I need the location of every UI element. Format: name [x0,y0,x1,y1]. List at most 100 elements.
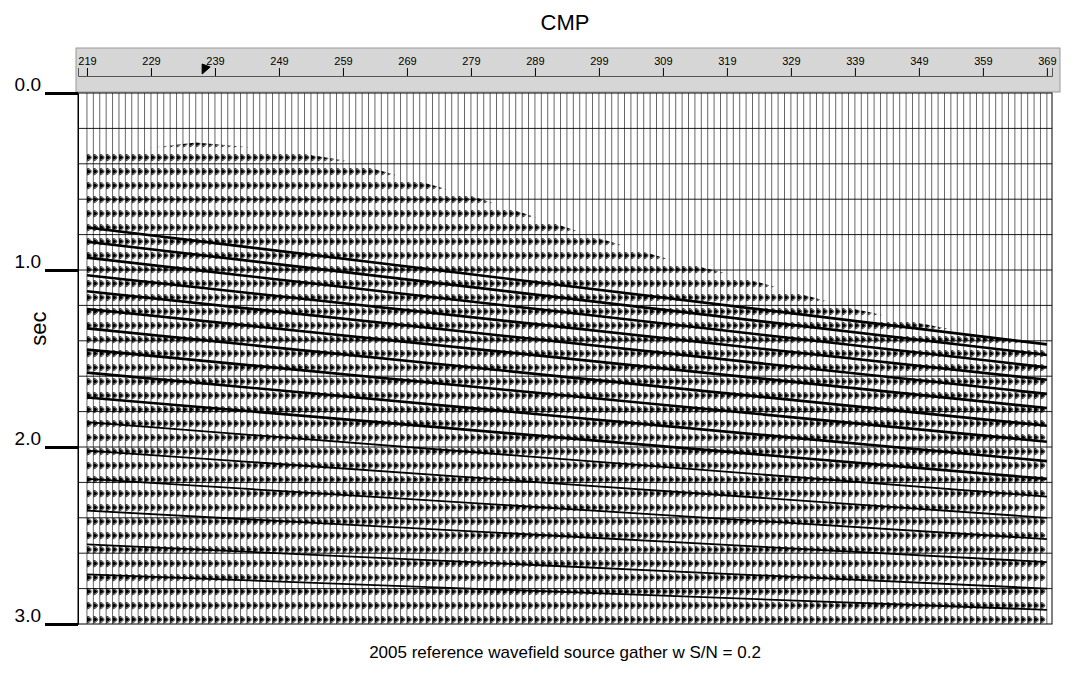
trace [899,93,900,624]
trace [829,93,830,624]
trace [637,93,638,624]
trace [118,93,119,624]
trace [547,93,548,624]
trace [419,93,420,624]
trace [515,93,516,624]
trace [918,93,919,624]
trace [355,93,356,624]
y-tick-label: 0.0 [15,74,41,95]
plot-area [78,93,1052,624]
trace [957,93,958,624]
x-tick: 299 [590,55,608,76]
y-tick-mark [45,446,78,449]
trace [790,93,791,624]
x-tick-mark [1047,68,1048,76]
y-tick-mark [45,92,78,95]
x-tick: 319 [718,55,736,76]
x-tick: 349 [910,55,928,76]
trace [694,93,695,624]
x-tick-mark [663,68,664,76]
y-tick-label: 3.0 [15,605,41,626]
trace [426,93,427,624]
x-tick-label: 229 [142,55,160,67]
reflector [87,373,1047,462]
x-axis-line [79,68,1053,77]
trace [1002,93,1003,624]
trace [464,93,465,624]
x-tick-label: 279 [462,55,480,67]
trace [253,93,254,624]
x-tick-mark [407,68,408,76]
trace [944,93,945,624]
trace [272,93,273,624]
x-tick-mark [919,68,920,76]
trace [234,93,235,624]
y-tick: 0.0 [15,74,78,95]
x-tick: 219 [78,55,96,76]
trace [611,93,612,624]
trace [317,93,318,624]
trace [886,93,887,624]
y-tick: 3.0 [15,605,78,626]
reflector [87,574,1047,609]
trace [797,93,798,624]
trace [1040,93,1041,624]
x-tick: 269 [398,55,416,76]
trace [528,93,529,624]
trace [592,93,593,624]
cursor-marker [202,64,210,74]
reflector [87,397,1047,478]
x-tick-mark [279,68,280,76]
reflector [87,328,1047,425]
trace [157,93,158,624]
reflector [87,544,1047,588]
trace [906,93,907,624]
trace [618,93,619,624]
x-tick: 289 [526,55,544,76]
reflector [87,479,1047,539]
trace [1027,93,1028,624]
x-tick-label: 259 [334,55,352,67]
x-tick-label: 319 [718,55,736,67]
x-tick-mark [791,68,792,76]
trace [880,93,881,624]
trace [502,93,503,624]
x-tick: 309 [654,55,672,76]
x-tick-mark [727,68,728,76]
y-tick: 1.0 [15,251,78,272]
trace [746,93,747,624]
trace [1021,93,1022,624]
reflector [87,422,1047,496]
trace [912,93,913,624]
trace [291,93,292,624]
trace [208,93,209,624]
trace [765,93,766,624]
trace [893,93,894,624]
trace [438,93,439,624]
trace [298,93,299,624]
trace [285,93,286,624]
y-tick-mark [45,269,78,272]
trace [522,93,523,624]
x-tick-mark [471,68,472,76]
y-tick: 2.0 [15,428,78,449]
x-tick-mark [855,68,856,76]
reflector [87,451,1047,518]
x-tick-label: 359 [974,55,992,67]
trace [246,93,247,624]
trace [1014,93,1015,624]
trace [867,93,868,624]
x-tick-label: 219 [78,55,96,67]
trace [240,93,241,624]
trace [195,93,196,624]
trace [874,93,875,624]
title: CMP [541,10,590,35]
trace [349,93,350,624]
x-tick-label: 249 [270,55,288,67]
trace [266,93,267,624]
header-band [76,48,1060,92]
trace [803,93,804,624]
trace [835,93,836,624]
trace [662,93,663,624]
trace [1008,93,1009,624]
